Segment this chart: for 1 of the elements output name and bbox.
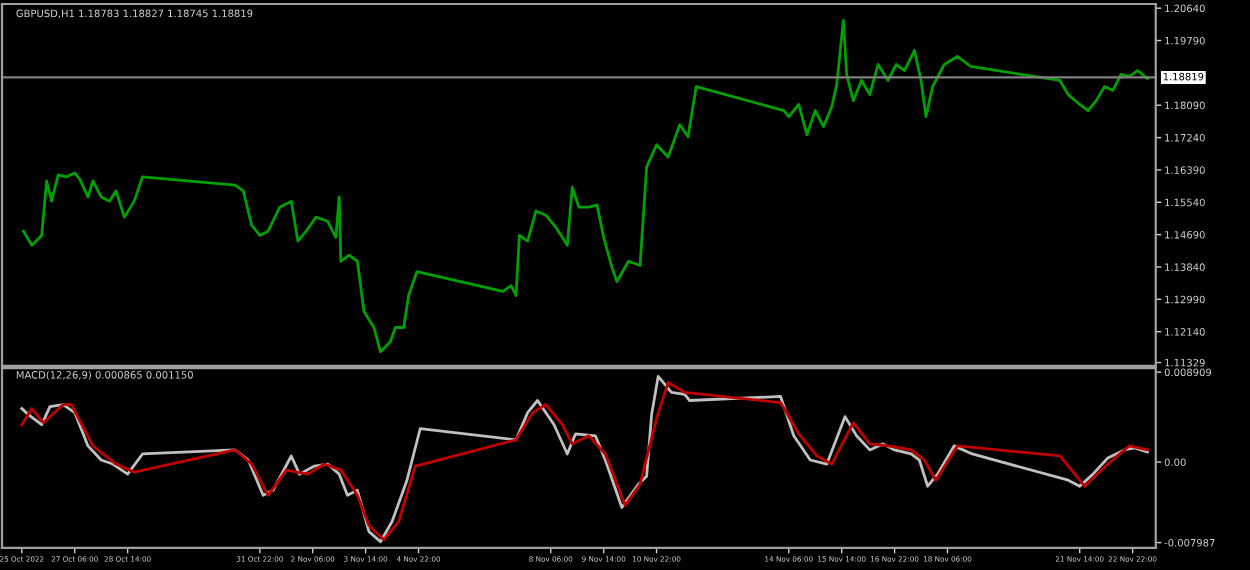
line-series <box>22 18 1149 354</box>
